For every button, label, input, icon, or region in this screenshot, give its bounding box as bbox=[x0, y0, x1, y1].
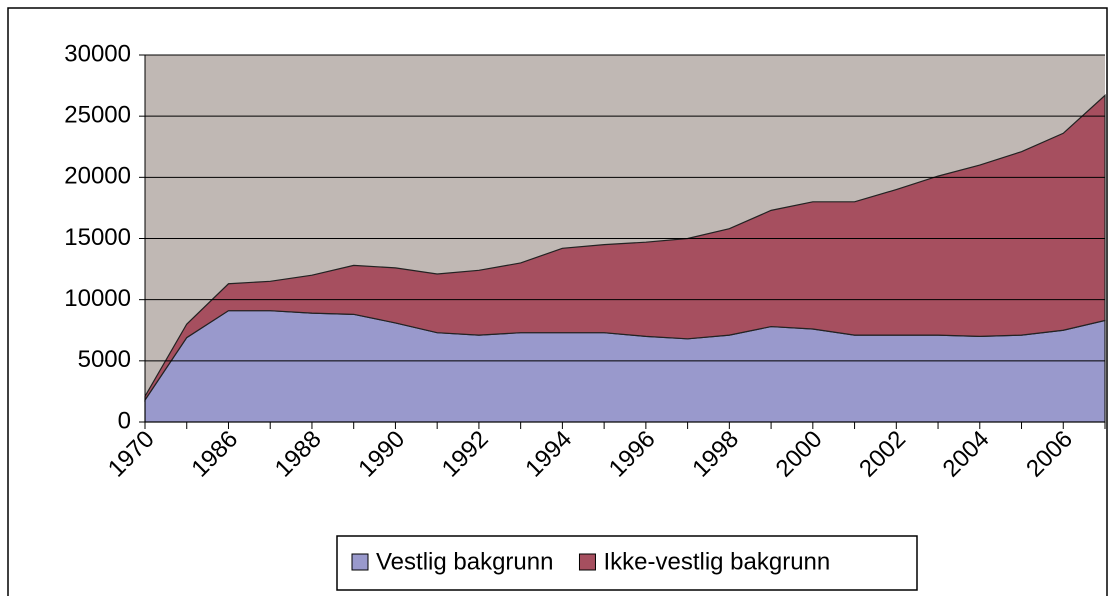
y-tick-label: 30000 bbox=[64, 40, 131, 67]
y-tick-label: 5000 bbox=[78, 346, 131, 373]
area bbox=[144, 94, 1106, 402]
legend-swatch bbox=[351, 553, 369, 571]
legend-swatch bbox=[578, 553, 596, 571]
legend-label: Ikke-vestlig bakgrunn bbox=[603, 548, 830, 575]
y-tick-label: 10000 bbox=[64, 285, 131, 312]
y-tick-label: 0 bbox=[118, 407, 131, 434]
legend-label: Vestlig bakgrunn bbox=[376, 548, 553, 575]
y-tick-label: 25000 bbox=[64, 102, 131, 129]
legend-box bbox=[336, 535, 918, 591]
y-tick-label: 15000 bbox=[64, 224, 131, 251]
y-tick-label: 20000 bbox=[64, 163, 131, 190]
